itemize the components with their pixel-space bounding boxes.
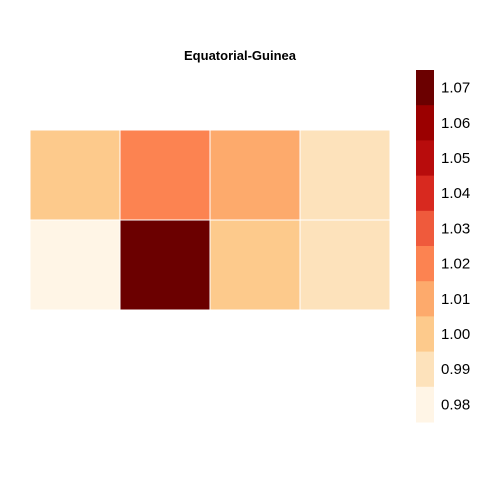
legend-swatch-1.05	[416, 140, 434, 177]
legend-swatch-0.98	[416, 386, 434, 423]
heatmap-cell-r1-c1	[29, 129, 121, 221]
legend-tick-label: 0.98	[441, 396, 470, 413]
heatmap-cell-r2-c1	[29, 219, 121, 311]
color-legend: 1.07 1.06 1.05 1.04 1.03 1.02 1.01 1.00 0.99 0.98	[416, 70, 470, 423]
heatmap-cell-r1-c3	[209, 129, 301, 221]
chart-title: Equatorial-Guinea	[184, 48, 297, 63]
legend-swatch-1.06	[416, 105, 434, 141]
heatmap-cell-r2-c4	[299, 219, 391, 311]
legend-tick-label: 1.06	[441, 115, 470, 132]
heatmap-cell-r2-c2	[119, 219, 211, 311]
heatmap-cell-r2-c3	[209, 219, 301, 311]
legend-tick-label: 1.07	[441, 80, 470, 97]
heatmap-cell-r1-c4	[299, 129, 391, 221]
legend-swatch-1.04	[416, 175, 434, 212]
legend-tick-label: 1.03	[441, 220, 470, 237]
legend-swatch-0.99	[416, 351, 434, 388]
legend-swatch-1.03	[416, 210, 434, 247]
legend-tick-label: 1.04	[441, 185, 470, 202]
legend-tick-label: 1.00	[441, 326, 470, 343]
heatmap-cell-r1-c2	[119, 129, 211, 221]
heatmap-cells	[29, 129, 391, 311]
legend-tick-label: 1.01	[441, 291, 470, 308]
legend-tick-label: 1.02	[441, 256, 470, 273]
legend-swatch-1.02	[416, 246, 434, 282]
legend-swatch-1.00	[416, 316, 434, 353]
legend-swatch-1.01	[416, 281, 434, 317]
legend-tick-label: 0.99	[441, 361, 470, 378]
legend-swatch-1.07	[416, 70, 434, 106]
legend-tick-label: 1.05	[441, 150, 470, 167]
